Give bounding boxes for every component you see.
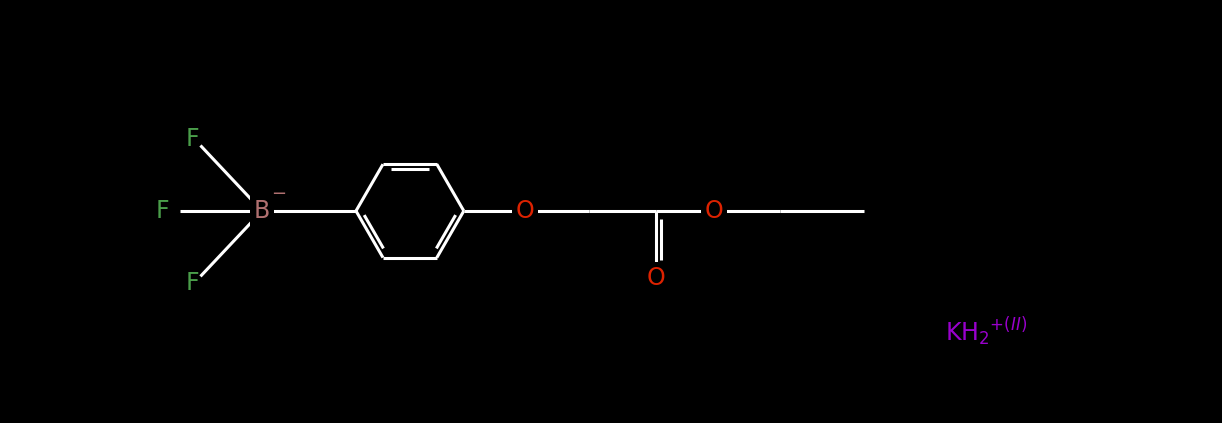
Text: KH$_2$$^{+(II)}$: KH$_2$$^{+(II)}$	[945, 316, 1026, 348]
Text: B: B	[254, 199, 270, 223]
Text: F: F	[186, 126, 199, 151]
Text: O: O	[705, 199, 723, 223]
Text: F: F	[156, 199, 170, 223]
Text: −: −	[271, 185, 287, 203]
Text: F: F	[186, 271, 199, 295]
Text: O: O	[516, 199, 535, 223]
Text: O: O	[646, 266, 666, 290]
